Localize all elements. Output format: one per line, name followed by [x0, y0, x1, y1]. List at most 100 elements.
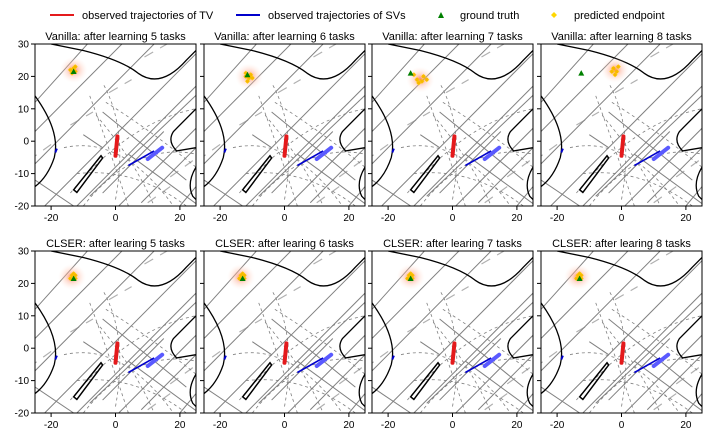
predicted-endpoint-marker	[67, 67, 74, 73]
y-tick-label: -20	[15, 202, 30, 213]
x-tick-label: 20	[511, 213, 523, 224]
sv-trajectory-history	[314, 145, 334, 162]
ground-truth-marker	[70, 68, 77, 75]
road-boundary	[695, 373, 702, 407]
lane-marker	[614, 286, 638, 301]
road-line	[413, 292, 533, 413]
road-line	[271, 318, 356, 388]
road-line	[245, 85, 365, 206]
lane-marker	[445, 286, 469, 301]
lane-marker	[70, 318, 94, 333]
road-line	[179, 186, 196, 206]
road-boundary	[526, 166, 533, 200]
subplot-6: CLSER: after learing 6 tasks -20 0 20	[200, 238, 366, 431]
guide-curve	[105, 308, 196, 375]
lane-marker	[316, 186, 340, 204]
guide-curve	[89, 302, 129, 413]
road-line	[309, 147, 365, 204]
road-boundary	[676, 315, 702, 359]
x-tick-label: 20	[680, 420, 692, 431]
road-boundary	[170, 315, 196, 359]
sv-trajectory	[464, 357, 492, 374]
guide-curve	[105, 101, 196, 168]
plot-area	[35, 44, 196, 206]
road-line	[179, 393, 196, 413]
x-tick-label: 20	[680, 213, 692, 224]
legend: observed trajectories of TV observed tra…	[50, 10, 665, 22]
road-line	[287, 127, 365, 206]
road-line	[44, 260, 196, 413]
predicted-endpoint-marker	[238, 272, 244, 278]
prediction-heatmap	[601, 56, 630, 83]
road-map	[204, 251, 365, 413]
legend-tv-label: observed trajectories of TV	[82, 10, 214, 22]
road-line	[541, 44, 595, 103]
predicted-endpoint-marker	[578, 272, 584, 278]
lane-marker	[277, 79, 301, 94]
subplot-2: Vanilla: after learning 6 tasks -20 0 20	[200, 31, 366, 224]
subplot-title: CLSER: after learing 8 tasks	[552, 238, 691, 250]
road-line	[89, 301, 196, 404]
road-boundary	[170, 108, 196, 152]
guide-curve	[271, 289, 290, 407]
median-island	[241, 154, 273, 194]
tv-trajectory	[113, 341, 120, 365]
road-boundary	[372, 302, 394, 395]
lane-marker	[675, 160, 700, 178]
lane-marker	[576, 111, 600, 126]
predicted-endpoint-marker	[72, 272, 78, 278]
guide-curve	[102, 289, 121, 407]
lane-marker	[650, 251, 674, 265]
tv-trajectory	[619, 134, 626, 158]
sv-trajectory-history	[145, 145, 165, 162]
road-line	[608, 318, 693, 388]
road-boundary	[358, 166, 365, 200]
lane-marker	[169, 160, 194, 178]
lane-marker	[108, 286, 132, 301]
road-line	[348, 186, 365, 206]
guide-curve	[611, 101, 702, 168]
lane-marker	[147, 186, 171, 204]
guide-curve	[63, 145, 174, 206]
road-line	[608, 111, 693, 181]
ground-truth-marker	[407, 70, 414, 76]
y-tick-label: 0	[23, 344, 29, 355]
x-tick-label: 0	[282, 213, 288, 224]
predicted-endpoint-marker	[406, 272, 412, 278]
road-line	[426, 301, 533, 404]
x-tick-label: 0	[450, 213, 456, 224]
predicted-endpoint-marker	[615, 64, 621, 70]
road-boundary	[358, 373, 365, 407]
guide-curve	[232, 145, 343, 206]
road-map	[204, 44, 365, 206]
guide-curve	[264, 322, 324, 413]
lane-marker	[313, 251, 337, 265]
guide-curve	[245, 172, 356, 206]
guide-curve	[569, 145, 680, 206]
sv-trajectory	[391, 355, 395, 360]
lane-marker	[372, 143, 389, 157]
guide-curve	[432, 115, 492, 206]
predicted-endpoint-marker	[573, 275, 580, 282]
x-tick-label: -20	[213, 213, 228, 224]
predicted-endpoint-marker	[420, 73, 427, 79]
road-line	[348, 393, 365, 413]
sv-trajectory-history	[651, 352, 671, 369]
guide-curve	[569, 352, 680, 413]
guide-curve	[601, 115, 661, 206]
lane-marker	[407, 318, 431, 333]
road-boundary	[189, 166, 196, 200]
road-line	[118, 127, 196, 206]
road-line	[541, 386, 580, 413]
road-boundary	[541, 302, 563, 395]
road-line	[550, 260, 702, 413]
road-boundary	[35, 302, 57, 395]
road-map	[35, 44, 196, 206]
x-tick-label: 20	[343, 213, 355, 224]
guide-curve	[76, 379, 187, 413]
subplot-3: Vanilla: after learning 7 tasks -20 0 20	[368, 31, 534, 224]
x-tick-label: -20	[550, 420, 565, 431]
road-line	[646, 147, 702, 204]
guide-curve	[400, 145, 511, 206]
tv-trajectory	[450, 134, 457, 158]
